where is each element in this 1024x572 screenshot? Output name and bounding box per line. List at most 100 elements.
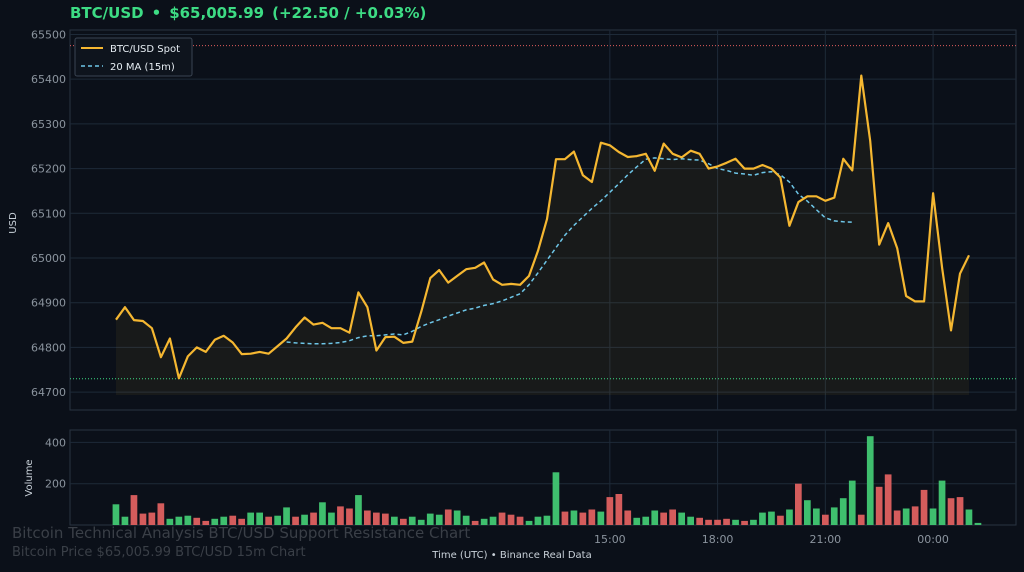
volume-bar — [292, 516, 299, 525]
volume-bar — [777, 515, 784, 525]
volume-bar — [265, 516, 272, 525]
price-grid — [70, 30, 1016, 410]
volume-bar — [624, 510, 632, 525]
volume-bar — [669, 509, 676, 525]
legend-price-label: BTC/USD Spot — [110, 44, 180, 55]
price-line-path — [115, 74, 970, 380]
volume-bar — [337, 506, 344, 525]
volume-bar — [786, 509, 793, 525]
volume-bar — [893, 510, 901, 525]
price-y-ticks: 64700 64800 64900 65000 65100 65200 65300 65400… — [31, 28, 66, 399]
volume-bar — [373, 512, 380, 525]
volume-bar — [561, 511, 569, 525]
volume-bar — [408, 516, 416, 525]
volume-bar — [238, 518, 245, 525]
volume-bar — [525, 520, 533, 525]
volume-bar — [768, 511, 775, 525]
volume-bar — [543, 515, 551, 525]
volume-bar — [157, 503, 165, 525]
volume-bar — [902, 508, 910, 525]
volume-bar — [139, 513, 147, 525]
volume-bar — [956, 497, 964, 525]
volume-bar — [229, 515, 237, 525]
volume-bar — [400, 518, 407, 525]
volume-bar — [579, 512, 587, 525]
volume-y-ticks: 200 400 — [45, 436, 66, 490]
volume-bar — [148, 512, 156, 525]
volume-bar — [875, 486, 883, 525]
volume-bar — [687, 516, 694, 525]
volume-bar — [570, 510, 578, 525]
volume-bar — [121, 516, 129, 525]
volume-bar — [130, 495, 138, 525]
volume-bar — [453, 510, 461, 525]
volume-bar — [534, 516, 542, 525]
volume-bar — [974, 522, 982, 525]
volume-bar — [795, 483, 802, 525]
volume-tick-label: 400 — [45, 436, 66, 449]
volume-bar — [417, 519, 425, 525]
change-label: (+22.50 / +0.03%) — [272, 4, 427, 22]
volume-bar — [965, 509, 973, 525]
volume-bars — [112, 436, 982, 525]
volume-bar — [301, 514, 308, 525]
volume-bar — [938, 480, 946, 525]
volume-bar — [741, 520, 748, 525]
price-tick-label: 65200 — [31, 163, 66, 176]
volume-bar — [848, 480, 856, 525]
volume-bar — [830, 507, 838, 525]
watermark-subtitle: Bitcoin Price $65,005.99 BTC/USD 15m Cha… — [12, 545, 306, 560]
volume-bar — [328, 512, 335, 525]
watermark-title: Bitcoin Technical Analysis BTC/USD Suppo… — [12, 524, 471, 542]
x-tick-label: 18:00 — [702, 533, 734, 546]
price-tick-label: 65300 — [31, 118, 66, 131]
x-tick-label: 21:00 — [809, 533, 841, 546]
volume-bar — [166, 518, 174, 525]
volume-bar — [552, 472, 560, 525]
pair-label: BTC/USD — [70, 4, 144, 22]
volume-bar — [391, 516, 398, 525]
volume-bar — [175, 516, 183, 525]
volume-bar — [319, 502, 326, 525]
ma-line-path — [286, 157, 853, 345]
price-tick-label: 65000 — [31, 252, 66, 265]
price-tick-label: 65100 — [31, 207, 66, 220]
footer-source: Binance Real Data — [499, 550, 592, 561]
chart-header: BTC/USD • $65,005.99 (+22.50 / +0.03%) — [70, 4, 434, 22]
volume-bar — [507, 514, 515, 525]
volume-bar — [911, 506, 919, 525]
price-tick-label: 64900 — [31, 297, 66, 310]
volume-bar — [920, 489, 928, 525]
price-panel: 64700 64800 64900 65000 65100 65200 65300 65400… — [8, 28, 1017, 411]
volume-bar — [660, 512, 667, 525]
x-ticks: 15:00 18:00 21:00 00:00 — [594, 533, 949, 546]
volume-bar — [435, 514, 443, 525]
volume-bar — [696, 517, 703, 525]
price-y-axis-label: USD — [8, 212, 19, 234]
header-separator: • — [151, 4, 162, 22]
volume-bar — [444, 509, 452, 525]
volume-bar — [112, 504, 120, 525]
volume-bar — [813, 508, 820, 525]
volume-bar — [498, 512, 506, 525]
volume-bar — [759, 512, 766, 525]
volume-bar — [822, 514, 829, 525]
volume-bar — [355, 495, 362, 525]
volume-bar — [947, 498, 955, 525]
volume-bar — [489, 516, 497, 525]
volume-bar — [256, 512, 263, 525]
volume-bar — [615, 494, 623, 525]
volume-bar — [220, 516, 228, 525]
volume-bar — [651, 510, 659, 525]
volume-bar — [857, 514, 865, 525]
volume-bar — [426, 513, 434, 525]
volume-bar — [364, 510, 371, 525]
price-plot-area — [69, 29, 1017, 411]
volume-plot-area — [69, 429, 1017, 526]
volume-bar — [929, 508, 937, 525]
price-tick-label: 65400 — [31, 73, 66, 86]
volume-grid — [70, 430, 1016, 525]
x-tick-label: 15:00 — [594, 533, 626, 546]
volume-bar — [642, 516, 650, 525]
